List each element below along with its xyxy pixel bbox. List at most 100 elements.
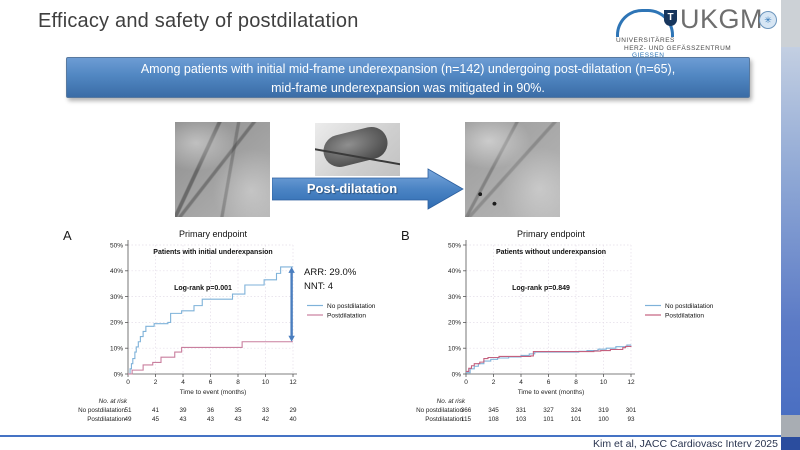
chart-subtitle: Patients with initial underexpansion xyxy=(153,249,272,256)
legend-label: Postdilatation xyxy=(327,312,366,319)
risk-row-label: No postdilatation xyxy=(416,407,463,414)
angiogram-before-image xyxy=(175,122,270,217)
y-tick-label: 30% xyxy=(448,294,461,301)
logo-subtitle-line2: HERZ- UND GEFÄSSZENTRUM xyxy=(624,44,732,52)
y-tick-label: 50% xyxy=(448,242,461,249)
logo-seal-icon: ✳ xyxy=(759,11,777,29)
risk-value: 42 xyxy=(262,416,270,423)
risk-value: 115 xyxy=(461,416,472,423)
risk-value: 100 xyxy=(598,416,609,423)
panel-label-a: A xyxy=(63,228,72,243)
x-tick-label: 0 xyxy=(464,379,468,386)
risk-value: 35 xyxy=(234,407,242,414)
km-curve-0 xyxy=(128,266,293,375)
risk-value: 345 xyxy=(488,407,499,414)
risk-value: 331 xyxy=(516,407,527,414)
risk-value: 301 xyxy=(626,407,637,414)
citation: Kim et al, JACC Cardiovasc Interv 2025 xyxy=(593,438,778,450)
arr-arrowhead-top xyxy=(288,266,295,273)
logrank-annotation: Log-rank p=0.001 xyxy=(174,285,232,292)
risk-value: 101 xyxy=(571,416,582,423)
km-curve-0 xyxy=(466,344,632,374)
risk-value: 29 xyxy=(289,407,297,414)
y-tick-label: 10% xyxy=(110,346,123,353)
x-axis-label: Time to event (months) xyxy=(518,389,585,396)
risk-value: 93 xyxy=(627,416,635,423)
risk-value: 39 xyxy=(179,407,187,414)
logo-wordmark: UKGM xyxy=(680,4,763,34)
logo-subtitle-line3: GIESSEN xyxy=(632,52,665,59)
risk-value: 327 xyxy=(543,407,554,414)
x-tick-label: 4 xyxy=(519,379,523,386)
risk-value: 41 xyxy=(152,407,160,414)
risk-table-header: No. at risk xyxy=(99,398,128,405)
effect-note-line: NNT: 4 xyxy=(304,281,333,292)
risk-value: 36 xyxy=(207,407,215,414)
risk-value: 40 xyxy=(289,416,297,423)
post-dilatation-arrow: Post-dilatation xyxy=(271,168,464,210)
risk-value: 33 xyxy=(262,407,270,414)
risk-value: 43 xyxy=(179,416,187,423)
risk-row-label: No postdilatation xyxy=(78,407,125,414)
x-axis-label: Time to event (months) xyxy=(180,389,247,396)
x-tick-label: 6 xyxy=(209,379,213,386)
chart-title: Primary endpoint xyxy=(517,229,586,239)
y-tick-label: 30% xyxy=(110,294,123,301)
x-tick-label: 0 xyxy=(126,379,130,386)
legend-label: Postdilatation xyxy=(665,312,704,319)
x-tick-label: 4 xyxy=(181,379,185,386)
km-chart-underexpansion: 0% 10% 20% 30% 40% 50% 0 2 4 6 8 10 12 Primary endpoi… xyxy=(78,229,376,423)
arrow-label: Post-dilatation xyxy=(306,181,398,196)
stripe-segment-top xyxy=(781,0,800,47)
x-tick-label: 2 xyxy=(492,379,496,386)
logo-shield-icon: T xyxy=(664,10,677,26)
risk-table-header: No. at risk xyxy=(437,398,466,405)
risk-row-label: Postdilatation xyxy=(87,416,125,423)
risk-value: 45 xyxy=(152,416,160,423)
stripe-segment-bottom xyxy=(781,437,800,450)
chart-title: Primary endpoint xyxy=(179,229,248,239)
risk-value: 324 xyxy=(571,407,582,414)
banner-line1: Among patients with initial mid-frame un… xyxy=(140,62,676,76)
x-tick-label: 10 xyxy=(600,379,608,386)
y-tick-label: 0% xyxy=(452,371,462,378)
arr-arrowhead-bottom xyxy=(288,335,295,342)
risk-value: 49 xyxy=(124,416,132,423)
balloon-shape xyxy=(319,124,391,171)
decorative-stripe xyxy=(781,0,800,450)
panel-label-b: B xyxy=(401,228,410,243)
y-tick-label: 20% xyxy=(448,320,461,327)
angiogram-after-image xyxy=(465,122,560,217)
stripe-segment-gradient xyxy=(781,47,800,415)
x-tick-label: 6 xyxy=(547,379,551,386)
y-tick-label: 50% xyxy=(110,242,123,249)
logo-subtitle-line1: UNIVERSITÄRES xyxy=(616,37,675,44)
y-tick-label: 0% xyxy=(114,371,124,378)
x-tick-label: 8 xyxy=(236,379,240,386)
stripe-segment-gray xyxy=(781,415,800,437)
ukgm-logo: T UKGM ✳ UNIVERSITÄRES HERZ- UND GEFÄSSZ… xyxy=(612,4,784,59)
y-tick-label: 20% xyxy=(110,320,123,327)
x-tick-label: 10 xyxy=(262,379,270,386)
y-tick-label: 40% xyxy=(448,268,461,275)
km-curve-1 xyxy=(466,345,632,372)
x-tick-label: 2 xyxy=(154,379,158,386)
risk-value: 101 xyxy=(543,416,554,423)
legend-label: No postdilatation xyxy=(327,303,376,310)
logo-subtitle: UNIVERSITÄRES HERZ- UND GEFÄSSZENTRUM GI… xyxy=(616,37,731,60)
risk-value: 319 xyxy=(598,407,609,414)
km-curve-1 xyxy=(128,341,293,375)
legend-label: No postdilatation xyxy=(665,303,714,310)
x-tick-label: 12 xyxy=(289,379,297,386)
balloon-dilatation-image xyxy=(315,123,400,176)
effect-note-line: ARR: 29.0% xyxy=(304,267,357,278)
x-tick-label: 12 xyxy=(627,379,635,386)
risk-value: 103 xyxy=(516,416,527,423)
key-message-banner: Among patients with initial mid-frame un… xyxy=(66,57,750,98)
risk-row-label: Postdilatation xyxy=(425,416,463,423)
logrank-annotation: Log-rank p=0.849 xyxy=(512,285,570,292)
arrow-shape xyxy=(271,168,464,210)
x-tick-label: 8 xyxy=(574,379,578,386)
risk-value: 51 xyxy=(124,407,132,414)
